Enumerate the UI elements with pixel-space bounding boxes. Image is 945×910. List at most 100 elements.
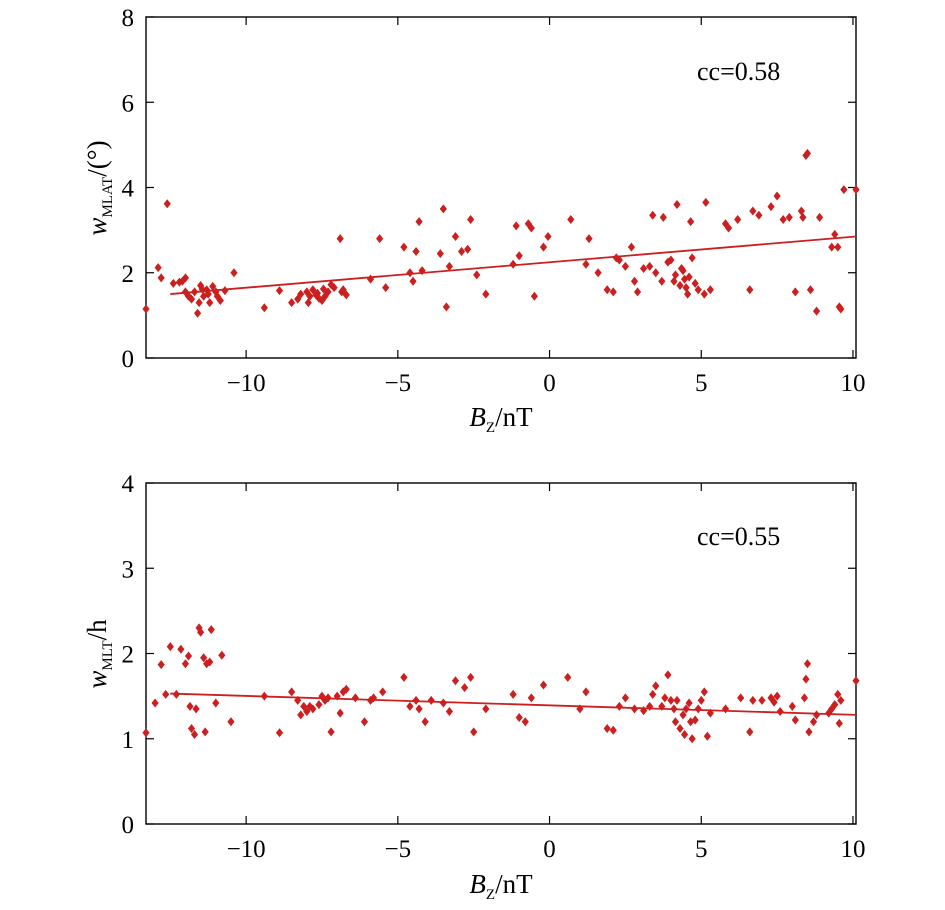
data-point xyxy=(512,221,520,231)
data-point xyxy=(834,242,842,252)
data-point xyxy=(770,697,778,707)
data-point xyxy=(688,734,696,744)
data-point xyxy=(303,706,311,716)
data-point xyxy=(400,672,408,682)
data-point xyxy=(852,185,860,195)
data-point xyxy=(227,717,235,727)
data-point xyxy=(685,698,693,708)
data-point xyxy=(260,303,268,313)
data-point xyxy=(181,659,190,669)
data-point xyxy=(275,286,284,296)
data-point xyxy=(564,672,572,682)
data-point xyxy=(694,704,702,714)
data-point xyxy=(445,261,454,271)
data-point xyxy=(803,148,812,158)
data-point xyxy=(212,698,220,708)
data-point xyxy=(415,217,423,227)
data-point xyxy=(412,246,420,256)
data-point xyxy=(327,727,335,737)
data-point xyxy=(178,276,187,286)
data-point xyxy=(700,289,708,299)
data-point xyxy=(831,229,839,239)
data-point xyxy=(684,289,692,299)
data-point xyxy=(773,191,781,201)
data-point xyxy=(671,717,680,727)
data-point xyxy=(288,687,296,697)
data-point xyxy=(195,298,203,308)
data-point xyxy=(685,272,693,282)
data-point xyxy=(621,261,630,271)
data-point xyxy=(809,717,818,727)
data-point xyxy=(530,291,538,301)
data-point xyxy=(746,285,754,295)
data-point xyxy=(633,287,642,297)
data-point xyxy=(837,695,845,705)
fit-line xyxy=(170,692,857,716)
data-point xyxy=(330,283,338,293)
x-tick-label: 5 xyxy=(695,370,708,397)
data-point xyxy=(749,206,757,216)
data-point xyxy=(187,724,196,734)
data-point xyxy=(186,701,194,711)
data-point xyxy=(567,214,575,224)
data-point xyxy=(582,687,590,697)
data-point xyxy=(676,724,684,734)
data-point xyxy=(482,289,490,299)
data-point xyxy=(835,718,843,728)
data-point xyxy=(376,234,384,244)
data-point xyxy=(609,287,617,297)
ticks xyxy=(146,482,856,825)
x-tick-label: 10 xyxy=(840,370,865,397)
data-point xyxy=(799,212,807,222)
data-point xyxy=(852,676,860,686)
data-point xyxy=(190,729,199,739)
data-point xyxy=(313,288,322,298)
data-point xyxy=(206,657,214,667)
data-point xyxy=(193,308,202,318)
data-point xyxy=(805,727,813,737)
data-point xyxy=(658,276,666,286)
data-point xyxy=(673,200,681,210)
data-point xyxy=(379,687,387,697)
data-point xyxy=(366,274,375,284)
data-point xyxy=(336,708,344,718)
data-point xyxy=(676,281,684,291)
data-point xyxy=(200,653,208,663)
data-point xyxy=(721,704,730,714)
data-point xyxy=(509,689,517,699)
data-point xyxy=(509,259,517,269)
y-tick-label: 2 xyxy=(122,261,135,288)
data-point xyxy=(206,298,214,308)
data-point xyxy=(406,268,414,278)
data-point xyxy=(382,283,390,293)
data-point xyxy=(646,261,654,271)
y-tick-label: 0 xyxy=(122,346,135,373)
data-point xyxy=(421,717,429,727)
panel-mlt: −10 −5 0 5 10 0 1 2 3 4 cc=0.55 BZ/nT wMLT/h xyxy=(82,471,865,903)
data-point xyxy=(521,717,529,727)
data-point xyxy=(691,715,699,725)
x-tick-label: −10 xyxy=(227,370,266,397)
data-point xyxy=(415,704,423,714)
data-point xyxy=(673,695,681,705)
data-point xyxy=(297,710,305,720)
data-point xyxy=(687,217,695,227)
data-point xyxy=(360,717,369,727)
data-point xyxy=(482,704,490,714)
data-point xyxy=(216,295,224,305)
data-point xyxy=(749,695,757,705)
data-point xyxy=(791,715,799,725)
data-point xyxy=(333,691,341,701)
data-point xyxy=(812,306,821,316)
data-point xyxy=(724,223,733,233)
panel-mlat: −10 −5 0 5 10 0 2 4 6 8 cc=0.58 BZ/nT wMLAT/(°) xyxy=(82,5,865,436)
x-axis-label: BZ/nT xyxy=(469,402,533,436)
data-point xyxy=(664,670,672,680)
y-tick-label: 6 xyxy=(122,90,135,117)
data-point xyxy=(803,659,812,669)
data-point xyxy=(646,701,654,711)
correlation-annotation: cc=0.55 xyxy=(697,522,780,551)
data-point xyxy=(166,642,174,652)
fit-line xyxy=(170,235,857,295)
data-point xyxy=(524,219,532,229)
